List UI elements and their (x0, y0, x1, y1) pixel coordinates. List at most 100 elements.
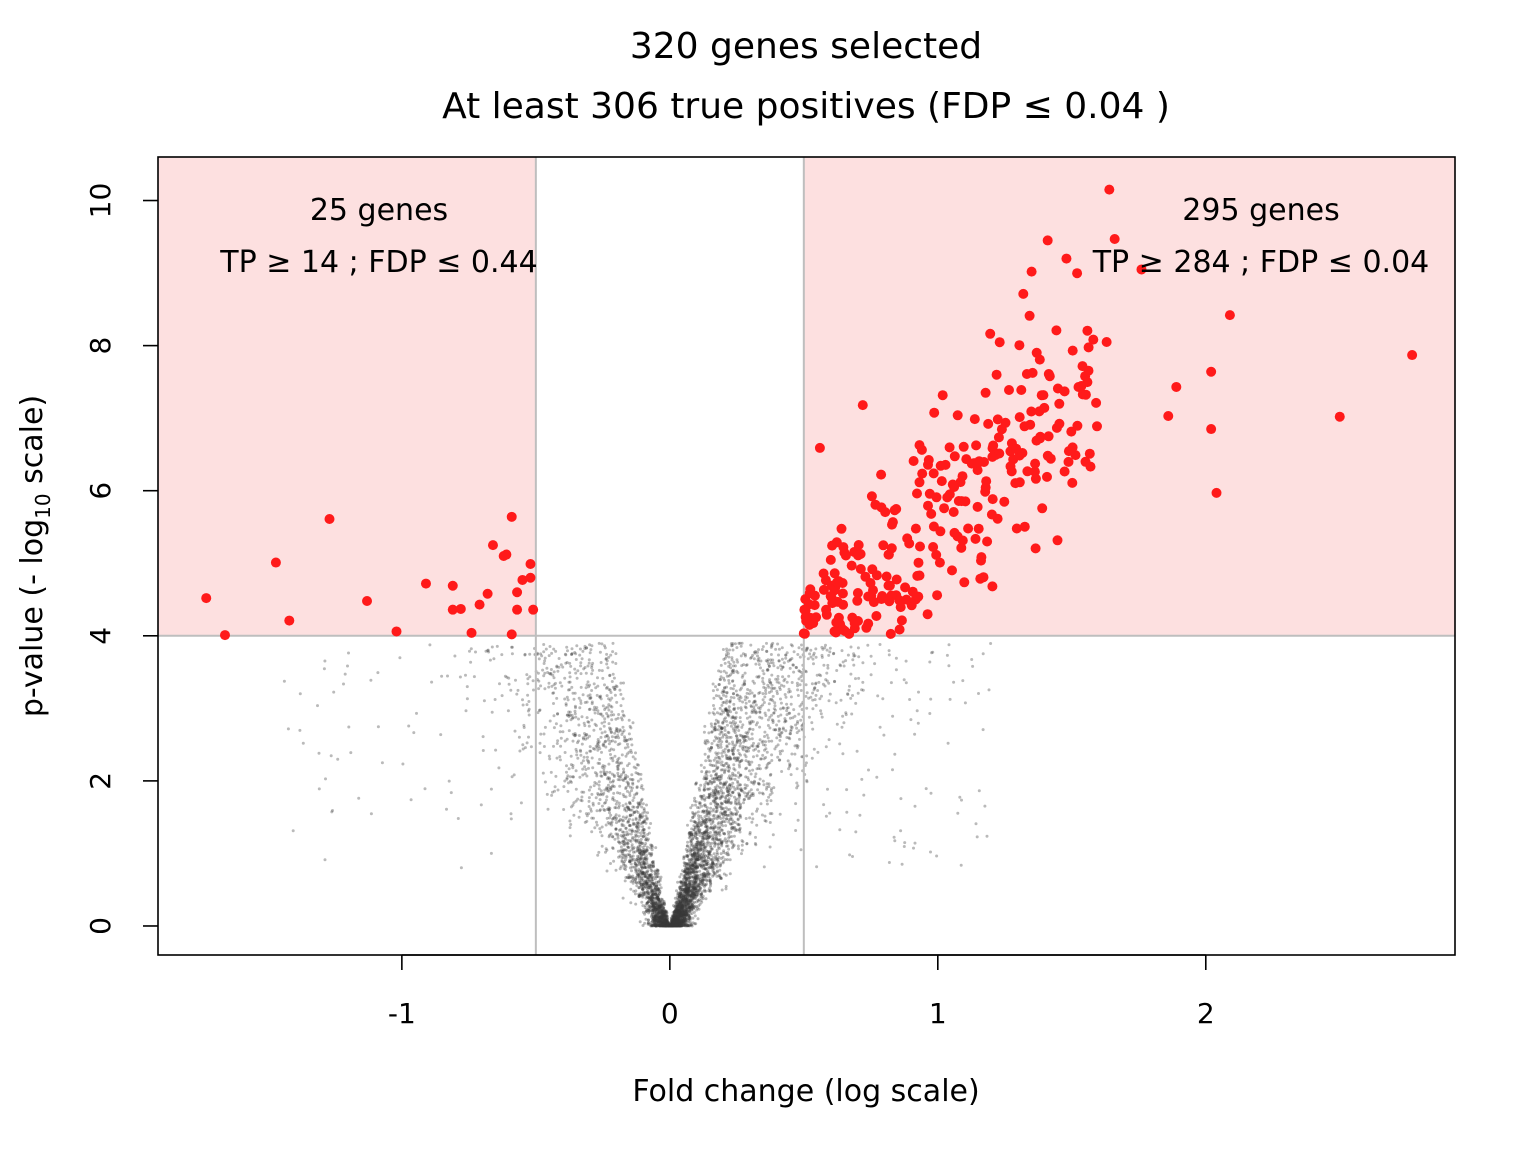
background-point (642, 880, 646, 884)
background-point (676, 893, 680, 897)
background-point (752, 779, 756, 783)
background-point (678, 891, 682, 895)
background-point (672, 910, 676, 914)
background-point (611, 846, 615, 850)
background-point (876, 694, 880, 698)
background-point (636, 823, 640, 827)
background-point (684, 900, 688, 904)
background-point (599, 792, 603, 796)
background-point (750, 760, 754, 764)
background-point (743, 698, 747, 702)
background-point (676, 880, 680, 884)
background-point (618, 784, 622, 788)
background-point (590, 689, 594, 692)
background-point (703, 818, 707, 822)
background-point (600, 825, 604, 829)
background-point (667, 924, 671, 928)
background-point (660, 897, 664, 901)
background-point (744, 711, 748, 715)
background-point (685, 879, 689, 882)
background-point (660, 923, 663, 927)
background-point (613, 740, 617, 744)
background-point (772, 728, 776, 732)
background-point (646, 918, 650, 922)
background-point (676, 919, 680, 923)
background-point (643, 810, 647, 814)
background-point (624, 826, 628, 830)
background-point (590, 792, 594, 796)
background-point (732, 684, 736, 688)
background-point (692, 868, 696, 872)
background-point (674, 924, 678, 928)
background-point (719, 745, 723, 749)
background-point (642, 853, 646, 856)
background-point (805, 648, 809, 652)
background-point (582, 721, 586, 725)
background-point (697, 786, 701, 790)
background-point (731, 842, 735, 846)
background-point (743, 787, 747, 790)
background-point (699, 763, 703, 767)
background-point (662, 908, 666, 912)
background-point (782, 684, 786, 688)
background-point (692, 910, 696, 914)
background-point (592, 784, 596, 788)
background-point (727, 681, 731, 685)
background-point (586, 664, 590, 668)
background-point (717, 669, 721, 673)
background-point (637, 840, 641, 844)
background-point (684, 897, 688, 901)
background-point (558, 730, 562, 734)
selection-regions (158, 157, 1455, 636)
background-point (614, 652, 618, 656)
background-point (590, 700, 594, 704)
background-point (731, 719, 735, 723)
background-point (657, 887, 661, 891)
background-point (605, 869, 609, 873)
background-point (604, 823, 608, 827)
background-point (683, 923, 687, 927)
background-point (606, 789, 609, 792)
background-point (703, 867, 707, 871)
background-point (710, 858, 714, 862)
background-point (628, 814, 632, 817)
background-point (639, 777, 643, 781)
background-point (701, 809, 705, 813)
background-point (631, 778, 635, 782)
background-point (690, 894, 694, 898)
background-point (632, 796, 636, 800)
background-point (541, 668, 545, 672)
background-point (722, 657, 726, 661)
background-point (543, 656, 547, 660)
background-point (804, 683, 808, 687)
background-point (705, 836, 709, 840)
background-point (657, 888, 661, 892)
background-point (769, 658, 773, 662)
background-point (736, 781, 740, 785)
background-point (706, 859, 710, 863)
background-point (617, 804, 621, 808)
background-point (579, 672, 583, 676)
background-point (589, 809, 593, 813)
background-point (696, 884, 700, 888)
background-point (561, 730, 565, 734)
background-point (631, 755, 635, 759)
background-point (660, 920, 664, 924)
background-point (709, 889, 712, 892)
background-point (781, 665, 785, 669)
background-point (725, 699, 729, 703)
background-point (629, 887, 633, 891)
background-point (619, 681, 623, 685)
background-point (582, 667, 586, 671)
background-point (693, 825, 697, 829)
background-point (757, 656, 761, 660)
background-point (649, 884, 653, 888)
background-point (618, 688, 622, 692)
background-point (747, 778, 750, 782)
background-point (713, 725, 717, 729)
background-point (642, 828, 646, 831)
background-point (672, 918, 675, 922)
background-point (757, 782, 761, 786)
background-point (756, 658, 760, 662)
background-point (638, 920, 642, 924)
